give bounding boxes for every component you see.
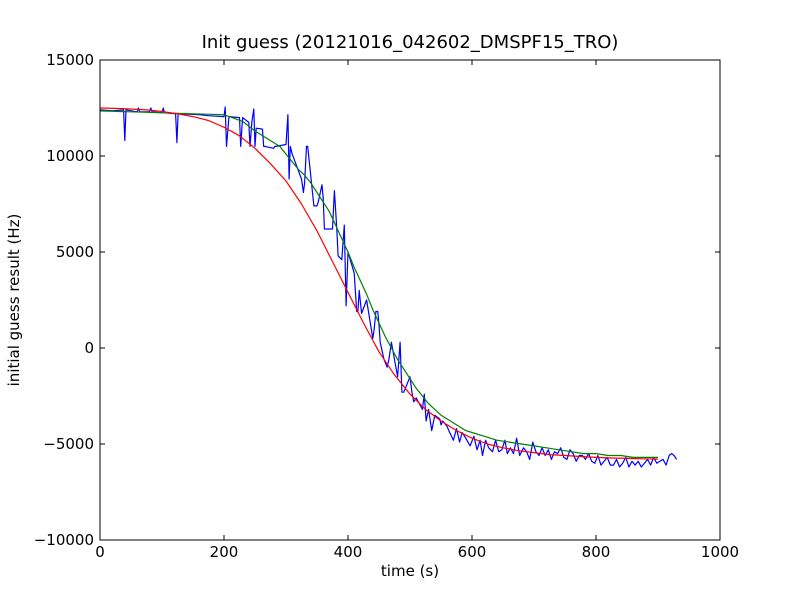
y-tick-label: −5000 <box>43 435 94 453</box>
y-tick-label: −10000 <box>34 531 94 549</box>
series-line-3 <box>99 107 659 460</box>
plot-frame <box>99 59 721 541</box>
series-layer <box>99 106 678 468</box>
x-tick-label: 800 <box>582 543 611 561</box>
series-line-2 <box>99 110 658 458</box>
y-tick-label: 0 <box>84 339 94 357</box>
ticks-layer: 0 200 400 600 800 1000 −10000 −5000 0 5000 10000 15… <box>34 51 739 561</box>
y-tick-label: 15000 <box>46 51 94 69</box>
y-axis-label: initial guess result (Hz) <box>5 214 23 387</box>
chart-title: Init guess (20121016_042602_DMSPF15_TRO) <box>202 32 619 53</box>
x-tick-label: 0 <box>95 543 105 561</box>
y-tick-label: 10000 <box>46 147 94 165</box>
x-tick-label: 1000 <box>701 543 739 561</box>
x-tick-label: 400 <box>334 543 363 561</box>
y-tick-label: 5000 <box>56 243 94 261</box>
x-tick-label: 600 <box>458 543 487 561</box>
series-line-1 <box>99 106 678 468</box>
x-tick-label: 200 <box>210 543 239 561</box>
x-axis-label: time (s) <box>381 562 439 580</box>
